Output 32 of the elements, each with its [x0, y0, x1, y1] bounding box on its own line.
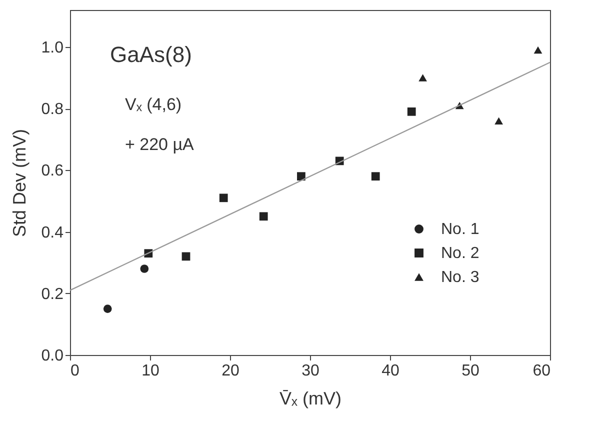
point	[407, 107, 416, 116]
y-tick-label: 0.0	[41, 348, 64, 364]
y-tick-label: 0.4	[41, 224, 64, 242]
y-tick-label: 0.2	[41, 286, 64, 303]
x-tick-label: 50	[462, 362, 480, 380]
y-tick-label: 1.0	[41, 39, 64, 56]
point	[418, 74, 427, 82]
point	[494, 117, 503, 125]
x-tick-label: 60	[532, 362, 551, 380]
point	[182, 252, 190, 261]
annotation: GaAs(8)	[110, 42, 192, 67]
point	[371, 172, 380, 181]
point	[534, 46, 542, 54]
x-tick-label: 0	[70, 362, 80, 380]
legend-label: No. 1	[441, 221, 480, 238]
x-tick-label: 20	[222, 362, 240, 380]
x-axis-title: V̄ₓ (mV)	[280, 388, 342, 408]
point	[103, 304, 112, 313]
annotation: Vₓ (4,6)	[125, 95, 182, 114]
x-tick-label: 40	[382, 362, 400, 380]
point	[259, 212, 268, 221]
y-tick-label: 0.6	[41, 162, 64, 180]
point	[219, 194, 228, 202]
annotation: + 220 µA	[125, 135, 195, 154]
legend-label: No. 3	[441, 269, 480, 286]
y-tick-label: 0.8	[41, 101, 64, 118]
point	[140, 264, 149, 273]
x-tick-label: 30	[302, 362, 320, 380]
y-axis-title: Std Dev (mV)	[9, 128, 30, 238]
x-tick-label: 10	[142, 362, 160, 380]
point	[297, 172, 306, 181]
legend-label: No. 2	[441, 245, 480, 262]
